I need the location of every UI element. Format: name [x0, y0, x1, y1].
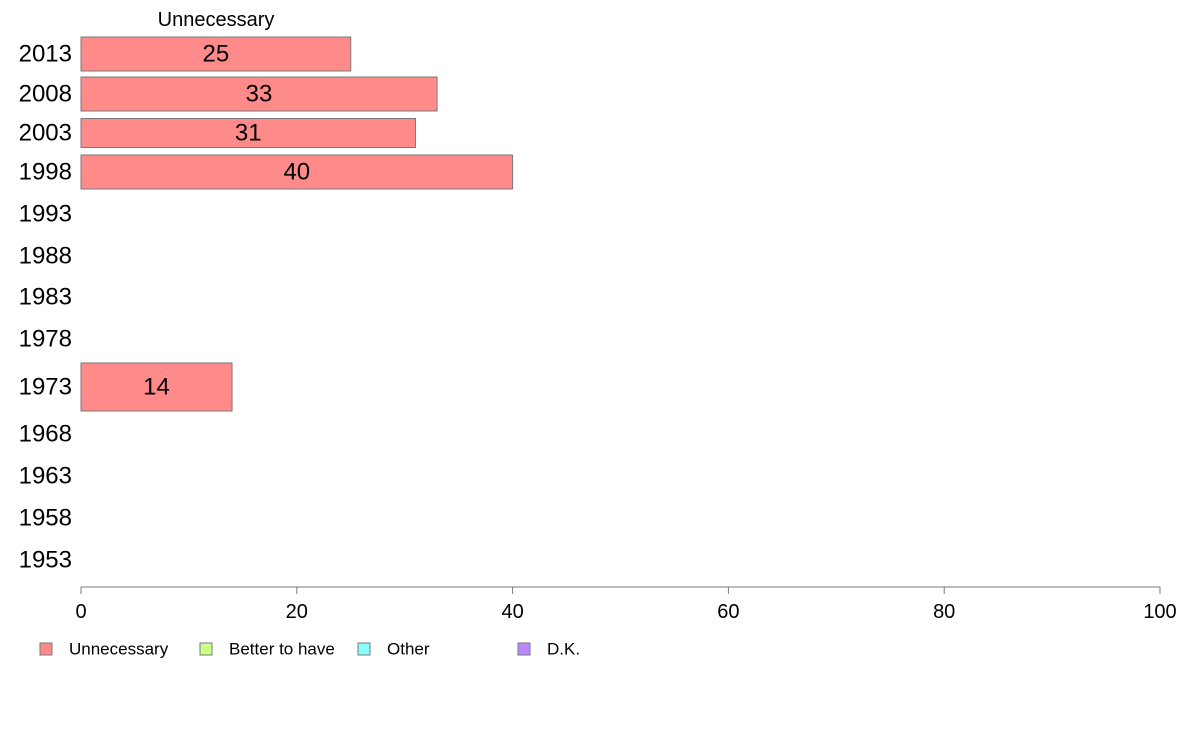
- year-label-2003: 2003: [19, 120, 72, 147]
- legend: Unnecessary Better to have Other D.K.: [39, 640, 580, 659]
- bar-1998: [80, 154, 514, 190]
- data-label-1998: 40: [283, 159, 310, 186]
- year-label-2013: 2013: [19, 41, 72, 68]
- x-tick-label-80: 80: [933, 601, 955, 623]
- bars: 25 33 31 40 14: [80, 36, 514, 412]
- legend-label-other: Other: [387, 640, 430, 659]
- bar-1973: [80, 362, 233, 412]
- x-tick-label-60: 60: [717, 601, 739, 623]
- year-label-1968: 1968: [19, 421, 72, 448]
- series-title: Unnecessary: [158, 9, 275, 31]
- year-label-1958: 1958: [19, 505, 72, 532]
- x-tick-label-0: 0: [75, 601, 86, 623]
- data-label-2003: 31: [235, 120, 262, 147]
- year-label-1998: 1998: [19, 159, 72, 186]
- legend-swatch-d-k: [517, 642, 531, 656]
- bar-2003: [80, 118, 416, 148]
- year-label-1993: 1993: [19, 201, 72, 228]
- legend-swatch-other: [357, 642, 371, 656]
- year-label-1963: 1963: [19, 463, 72, 490]
- legend-label-unnecessary: Unnecessary: [69, 640, 169, 659]
- year-label-1978: 1978: [19, 326, 72, 353]
- x-tick-label-100: 100: [1143, 601, 1176, 623]
- x-tick-label-40: 40: [501, 601, 523, 623]
- year-label-1983: 1983: [19, 284, 72, 311]
- x-axis: 0 20 40 60 80 100: [75, 586, 1177, 623]
- legend-label-d-k: D.K.: [547, 640, 580, 659]
- legend-label-better-to-have: Better to have: [229, 640, 335, 659]
- data-label-2008: 33: [246, 81, 273, 108]
- legend-swatch-better-to-have: [199, 642, 213, 656]
- year-labels: 2013 2008 2003 1998 1993 1988 1983 1978 1973 1968…: [19, 41, 72, 574]
- year-label-1973: 1973: [19, 374, 72, 401]
- data-label-2013: 25: [203, 41, 230, 68]
- x-tick-label-20: 20: [286, 601, 308, 623]
- data-label-1973: 14: [143, 374, 170, 401]
- bar-2013: [80, 36, 352, 72]
- bar-2008: [80, 76, 438, 112]
- legend-swatch-unnecessary: [39, 642, 53, 656]
- year-label-1988: 1988: [19, 243, 72, 270]
- year-label-1953: 1953: [19, 547, 72, 574]
- year-label-2008: 2008: [19, 81, 72, 108]
